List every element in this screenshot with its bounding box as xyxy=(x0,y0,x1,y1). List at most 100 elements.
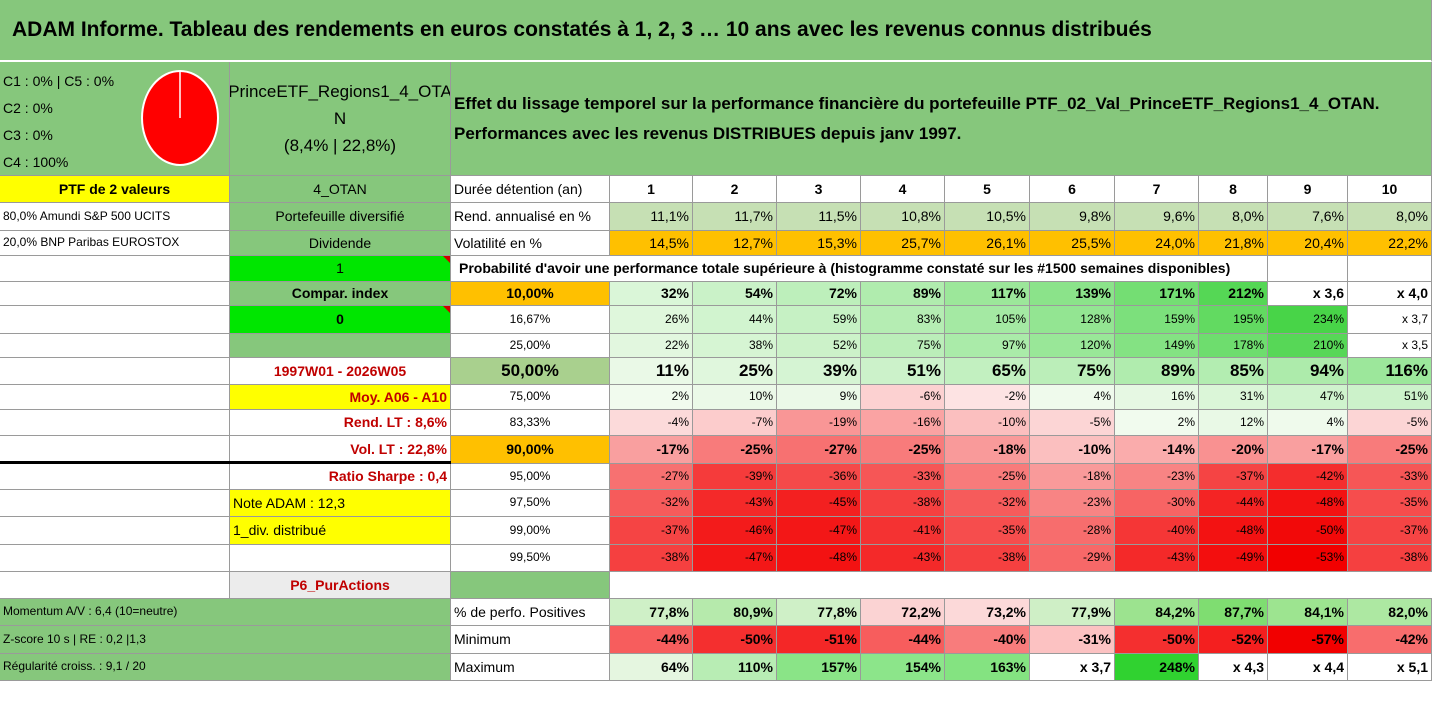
percentile-value: -47% xyxy=(777,517,861,545)
annual-return-value: 9,8% xyxy=(1030,203,1115,231)
percentile-value: -46% xyxy=(693,517,777,545)
percentile-value: 32% xyxy=(610,282,693,306)
profile-label: P6_PurActions xyxy=(230,572,451,599)
percentile-value: 97% xyxy=(945,334,1030,358)
percentile-value: -5% xyxy=(1030,410,1115,436)
percentile-value: -27% xyxy=(610,464,693,490)
percentile-threshold: 90,00% xyxy=(451,436,610,464)
dividend-mode: 1_div. distribué xyxy=(230,517,451,545)
percentile-value: -48% xyxy=(777,545,861,572)
volatility-value: 22,2% xyxy=(1348,231,1432,256)
percentile-value: -37% xyxy=(1348,517,1432,545)
year-header: 2 xyxy=(693,176,777,203)
percentile-value: 195% xyxy=(1199,306,1268,334)
percentile-value: 210% xyxy=(1268,334,1348,358)
positive-perf-value: 77,8% xyxy=(610,599,693,626)
percentile-threshold: 10,00% xyxy=(451,282,610,306)
percentile-threshold: 16,67% xyxy=(451,306,610,334)
fund-name-line1: PrinceETF_Regions1_4_OTA xyxy=(230,82,451,101)
percentile-value: 159% xyxy=(1115,306,1199,334)
percentile-value: -43% xyxy=(693,490,777,517)
percentile-value: x 3,5 xyxy=(1348,334,1432,358)
percentile-value: -39% xyxy=(693,464,777,490)
percentile-value: -18% xyxy=(1030,464,1115,490)
volatility-label: Volatilité en % xyxy=(451,231,610,256)
empty-cell xyxy=(0,490,230,517)
classes-panel: C1 : 0% | C5 : 0% C2 : 0% C3 : 0% C4 : 1… xyxy=(0,62,230,176)
annual-return-value: 11,7% xyxy=(693,203,777,231)
dividend-value[interactable]: 1 xyxy=(230,256,451,282)
dividend-label: Dividende xyxy=(230,231,451,256)
fund-name-line2: N xyxy=(333,109,347,128)
percentile-value: 72% xyxy=(777,282,861,306)
percentile-value: -25% xyxy=(693,436,777,464)
percentile-value: 26% xyxy=(610,306,693,334)
percentile-value: 10% xyxy=(693,385,777,410)
percentile-value: 38% xyxy=(693,334,777,358)
percentile-value: -16% xyxy=(861,410,945,436)
minimum-value: -42% xyxy=(1348,626,1432,654)
percentile-value: 12% xyxy=(1199,410,1268,436)
empty-cell xyxy=(0,517,230,545)
minimum-value: -52% xyxy=(1199,626,1268,654)
volatility-value: 24,0% xyxy=(1115,231,1199,256)
percentile-value: 75% xyxy=(861,334,945,358)
percentile-value: 47% xyxy=(1268,385,1348,410)
empty-cell xyxy=(0,572,230,599)
percentile-value: 178% xyxy=(1199,334,1268,358)
percentile-value: -50% xyxy=(1268,517,1348,545)
percentile-value: -38% xyxy=(1348,545,1432,572)
positive-perf-label: % de perfo. Positives xyxy=(451,599,610,626)
annual-return-value: 10,5% xyxy=(945,203,1030,231)
maximum-value: 157% xyxy=(777,654,861,681)
annual-return-value: 7,6% xyxy=(1268,203,1348,231)
annual-return-label: Rend. annualisé en % xyxy=(451,203,610,231)
percentile-value: -38% xyxy=(861,490,945,517)
percentile-value: -36% xyxy=(777,464,861,490)
empty-cell xyxy=(0,306,230,334)
positive-perf-value: 72,2% xyxy=(861,599,945,626)
percentile-value: -29% xyxy=(1030,545,1115,572)
maximum-value: 64% xyxy=(610,654,693,681)
empty-cell xyxy=(0,358,230,385)
percentile-value: -44% xyxy=(1199,490,1268,517)
year-header: 4 xyxy=(861,176,945,203)
percentile-value: -47% xyxy=(693,545,777,572)
percentile-value: 120% xyxy=(1030,334,1115,358)
percentile-value: -18% xyxy=(945,436,1030,464)
percentile-value: 11% xyxy=(610,358,693,385)
empty-cell xyxy=(610,572,1432,599)
percentile-value: -37% xyxy=(1199,464,1268,490)
percentile-threshold: 99,50% xyxy=(451,545,610,572)
percentile-value: 9% xyxy=(777,385,861,410)
year-header: 5 xyxy=(945,176,1030,203)
positive-perf-value: 87,7% xyxy=(1199,599,1268,626)
percentile-value: -6% xyxy=(861,385,945,410)
percentile-value: 51% xyxy=(1348,385,1432,410)
percentile-value: 149% xyxy=(1115,334,1199,358)
percentile-value: 85% xyxy=(1199,358,1268,385)
annual-return-value: 8,0% xyxy=(1199,203,1268,231)
percentile-value: -35% xyxy=(945,517,1030,545)
volatility-value: 14,5% xyxy=(610,231,693,256)
empty-cell xyxy=(230,545,451,572)
percentile-value: 2% xyxy=(610,385,693,410)
compar-index-value[interactable]: 0 xyxy=(230,306,451,334)
minimum-value: -51% xyxy=(777,626,861,654)
percentile-value: 212% xyxy=(1199,282,1268,306)
percentile-value: 116% xyxy=(1348,358,1432,385)
zscore-stat: Z-score 10 s | RE : 0,2 |1,3 xyxy=(0,626,451,654)
percentile-value: 59% xyxy=(777,306,861,334)
empty-cell xyxy=(0,410,230,436)
percentile-value: -42% xyxy=(1268,464,1348,490)
percentile-value: -43% xyxy=(1115,545,1199,572)
percentile-threshold: 75,00% xyxy=(451,385,610,410)
holding-item: 80,0% Amundi S&P 500 UCITS xyxy=(0,203,230,231)
volatility-value: 20,4% xyxy=(1268,231,1348,256)
percentile-value: -17% xyxy=(610,436,693,464)
percentile-value: -25% xyxy=(945,464,1030,490)
empty-cell xyxy=(0,256,230,282)
positive-perf-value: 84,2% xyxy=(1115,599,1199,626)
maximum-value: x 3,7 xyxy=(1030,654,1115,681)
positive-perf-value: 77,9% xyxy=(1030,599,1115,626)
